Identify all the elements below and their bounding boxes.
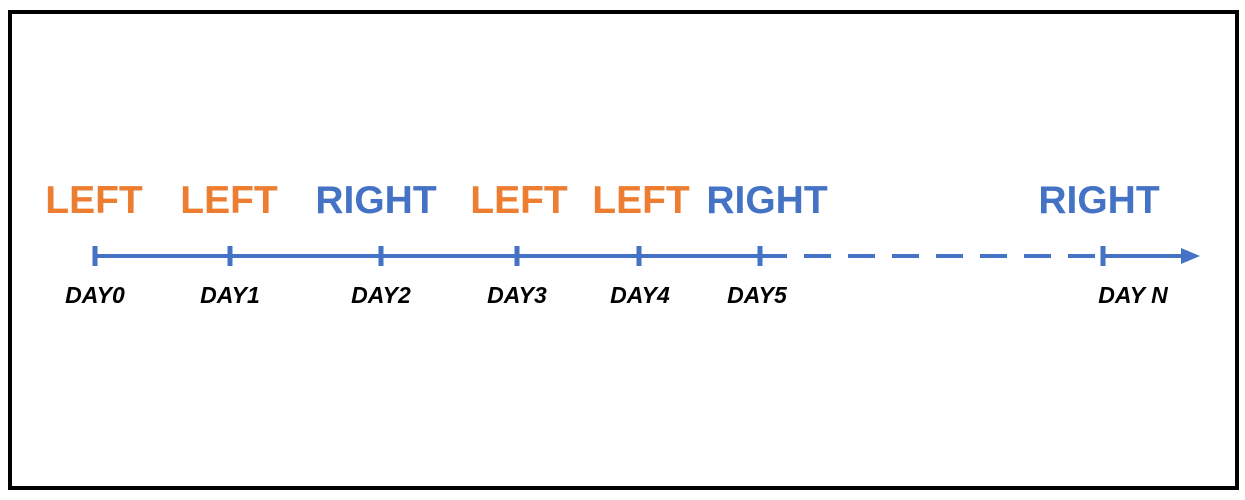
day-label: DAY5 bbox=[727, 282, 788, 308]
timeline-arrow-icon bbox=[1181, 248, 1200, 264]
direction-label: LEFT bbox=[180, 179, 278, 222]
day-label: DAY N bbox=[1098, 282, 1168, 308]
day-label: DAY2 bbox=[351, 282, 411, 308]
direction-label: RIGHT bbox=[1038, 179, 1160, 222]
day-label: DAY4 bbox=[610, 282, 670, 308]
direction-label: RIGHT bbox=[315, 179, 437, 222]
direction-label: RIGHT bbox=[706, 179, 828, 222]
day-label: DAY1 bbox=[200, 282, 260, 308]
direction-label: LEFT bbox=[470, 179, 568, 222]
direction-label: LEFT bbox=[45, 179, 143, 222]
day-label: DAY3 bbox=[487, 282, 547, 308]
day-label: DAY0 bbox=[65, 282, 125, 308]
diagram-frame bbox=[8, 10, 1239, 490]
direction-label: LEFT bbox=[592, 179, 690, 222]
